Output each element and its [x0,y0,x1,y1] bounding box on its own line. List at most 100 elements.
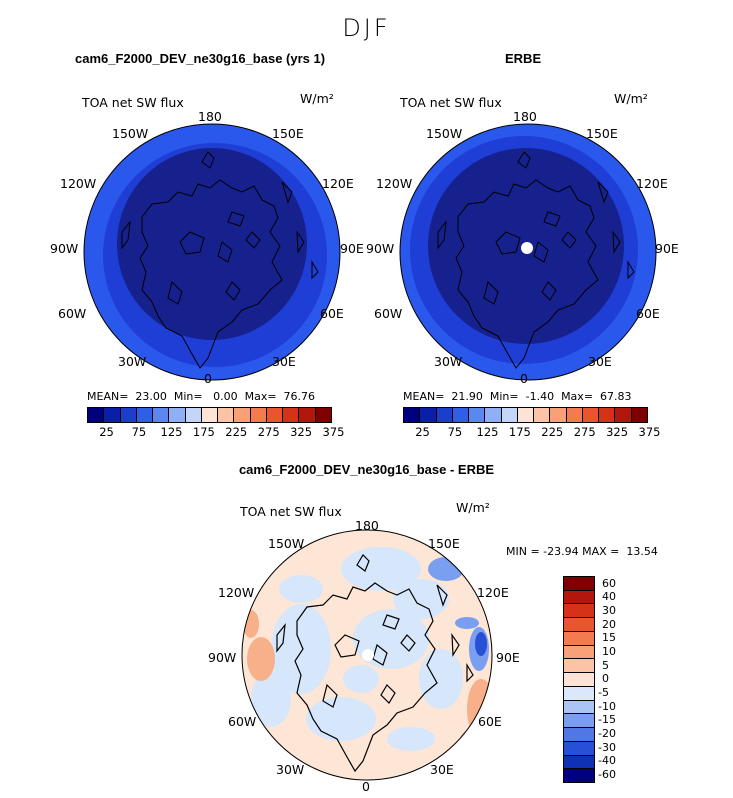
figure-suptitle: DJF [342,14,391,42]
right-lon-90e: 90E [655,241,679,256]
diff-colorbar-box [564,700,594,715]
left-colorbar-box [299,408,316,422]
diff-colorbar-box [564,659,594,674]
right-units-label: W/m² [614,91,648,106]
left-colorbar-box [169,408,186,422]
left-lon-90w: 90W [50,241,79,256]
diff-lon-120w: 120W [218,585,255,600]
left-colorbar-tick-label: 125 [160,425,183,439]
diff-colorbar-box [564,741,594,756]
right-colorbar-tick-label: 75 [447,425,463,439]
diff-colorbar-tick-label: 5 [602,658,609,672]
right-colorbar-tick-label: 325 [606,425,629,439]
diff-colorbar-box [564,590,594,605]
left-lon-30w: 30W [118,354,147,369]
diff-lon-180: 180 [355,518,379,533]
right-colorbar-tick-label: 225 [541,425,564,439]
diff-colorbar-box [564,631,594,646]
right-colorbar-box [534,408,551,422]
diff-lon-150w: 150W [268,536,305,551]
left-colorbar-tick-label: 225 [225,425,248,439]
right-polar-map [399,123,657,381]
diff-colorbar-tick-label: -5 [598,686,609,699]
right-map-pole-hole [521,242,533,254]
diff-colorbar-box [564,618,594,632]
diff-colorbar-box [564,714,594,729]
diff-colorbar-tick-label: 0 [602,672,609,686]
diff-map-coastlines [294,554,438,773]
diff-lon-150e: 150E [428,536,460,551]
right-colorbar-box [420,408,437,422]
right-colorbar-box [631,408,647,422]
left-colorbar-tick-label: 25 [99,425,114,439]
left-colorbar-tick-label: 325 [290,425,313,439]
diff-colorbar-box [564,604,594,619]
right-colorbar-box [452,408,470,422]
right-colorbar-box [469,408,486,422]
right-colorbar-tick-label: 175 [508,425,531,439]
left-colorbar-box [104,408,121,422]
diff-lon-0: 0 [362,779,370,794]
diff-colorbar-box [564,686,594,701]
diff-colorbar-tick-label: 30 [602,604,616,617]
right-map-coastlines [455,151,599,369]
diff-colorbar [563,576,595,783]
left-lon-150e: 150E [272,126,304,141]
left-colorbar-tick-label: 375 [322,425,345,439]
right-colorbar-tick-label: 25 [415,425,430,439]
diff-lon-60w: 60W [228,714,257,729]
diff-map-strongest-negative [475,632,487,656]
left-lon-120e: 120E [322,176,354,191]
diff-colorbar-box [564,577,594,591]
diff-stats: MIN = -23.94 MAX = 13.54 [506,545,658,558]
left-colorbar [87,407,332,423]
left-colorbar-box [153,408,170,422]
diff-map-pole-hole [362,649,374,661]
diff-colorbar-box [564,755,594,770]
right-lon-90w: 90W [366,241,395,256]
left-lon-0: 0 [204,371,212,386]
left-polar-map [83,123,341,381]
right-colorbar-tick-label: 275 [573,425,596,439]
right-colorbar-box [566,408,583,422]
right-map-coastline-detail [437,181,635,280]
diff-polar-map [241,529,493,781]
left-colorbar-box [218,408,235,422]
diff-lon-90e: 90E [496,650,520,665]
left-lon-120w: 120W [60,176,97,191]
left-colorbar-box [201,408,219,422]
left-colorbar-box [88,408,105,422]
right-colorbar-box [517,408,535,422]
left-colorbar-ticks: 25 75 125 175 225 275 325 375 [87,425,344,441]
right-colorbar-tick-label: 125 [476,425,499,439]
diff-panel-title: cam6_F2000_DEV_ne30g16_base - ERBE [238,462,495,477]
right-lon-30e: 30E [588,354,612,369]
right-lon-180: 180 [513,109,537,124]
right-stats: MEAN= 21.90 Min= -1.40 Max= 67.83 [403,390,632,403]
left-lon-30e: 30E [272,354,296,369]
diff-lon-30w: 30W [276,762,305,777]
left-colorbar-box [120,408,137,422]
diff-map-negative-patches [251,547,463,751]
diff-colorbar-tick-label: -40 [598,754,616,768]
right-colorbar [403,407,648,423]
right-variable-label: TOA net SW flux [400,95,502,110]
diff-lon-120e: 120E [477,585,509,600]
right-lon-120w: 120W [376,176,413,191]
right-lon-30w: 30W [434,354,463,369]
diff-lon-30e: 30E [430,762,454,777]
left-colorbar-box [136,408,154,422]
left-colorbar-tick-label: 175 [192,425,215,439]
right-panel-title: ERBE [505,51,542,66]
left-map-coastline-detail [121,181,319,280]
left-colorbar-box [234,408,251,422]
right-lon-150e: 150E [586,126,618,141]
left-map-coastlines [139,151,283,369]
right-colorbar-box [436,408,453,422]
right-colorbar-box [615,408,632,422]
right-lon-0: 0 [520,371,528,386]
diff-colorbar-tick-label: 20 [602,617,616,631]
diff-units-label: W/m² [456,500,490,515]
left-panel-title: cam6_F2000_DEV_ne30g16_base (yrs 1) [75,51,326,66]
left-colorbar-box [185,408,202,422]
